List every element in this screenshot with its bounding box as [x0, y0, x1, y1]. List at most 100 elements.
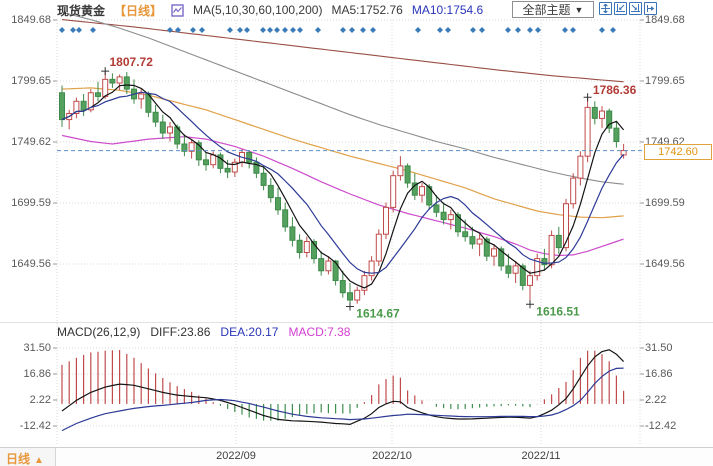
candle-body — [181, 143, 188, 152]
candle-body — [339, 280, 346, 294]
macd-axis-label: 16.86 — [23, 368, 51, 380]
candle-body — [570, 177, 577, 205]
x-axis-label-nov: 2022/11 — [521, 450, 561, 462]
scale-axis-right-icon[interactable] — [629, 2, 642, 15]
low-price-annotation: 1616.51 — [536, 304, 580, 318]
time-axis-track[interactable] — [56, 448, 713, 466]
period-selector[interactable]: 日线 ▲ — [6, 450, 44, 466]
candle-body — [253, 161, 260, 174]
price-axis-label: 1849.68 — [645, 14, 685, 26]
candle-body — [505, 265, 512, 274]
candle-body — [296, 239, 303, 253]
candle-body — [555, 234, 562, 249]
candle-body — [289, 226, 296, 241]
candle-body — [188, 142, 195, 152]
candle-body — [275, 197, 281, 211]
extreme-cross-marker — [583, 93, 592, 102]
candle-body — [397, 165, 404, 177]
event-marker-icon — [237, 27, 243, 33]
chart-header: 现货黄金 【日线】 MA(5,10,30,60,100,200) MA5:175… — [57, 2, 483, 18]
candle-body — [548, 234, 555, 266]
candle-body — [325, 260, 332, 272]
candle-body — [354, 289, 361, 301]
candle-body — [347, 292, 353, 301]
ma10-line — [61, 91, 625, 274]
current-price-tag: 1742.60 — [644, 144, 712, 160]
dea-value-label: DEA:20.17 — [220, 325, 279, 339]
macd-axis-label: 31.50 — [645, 342, 673, 354]
candle-body — [491, 248, 497, 257]
theme-dropdown[interactable]: 全部主题 ▼ — [512, 1, 594, 18]
candle-body — [613, 127, 620, 143]
event-marker-icon — [445, 27, 451, 33]
ma200-line — [61, 19, 624, 83]
event-marker-icon — [360, 27, 366, 33]
candle-body — [59, 92, 65, 121]
kline-chart-icon[interactable] — [171, 3, 184, 17]
chevron-down-icon: ▼ — [574, 4, 584, 15]
candle-body — [123, 76, 130, 90]
candle-body — [383, 206, 389, 235]
event-marker-icon — [274, 27, 280, 33]
candle-body — [469, 236, 476, 245]
candle-body — [167, 126, 173, 134]
triangle-up-icon: ▲ — [34, 455, 44, 466]
candle-body — [620, 150, 627, 156]
ma10-value-label: MA10:1754.6 — [411, 3, 484, 17]
event-marker-icon — [415, 27, 421, 33]
macd-axis-label: 16.86 — [645, 368, 673, 380]
low-price-annotation: 1614.67 — [356, 307, 400, 321]
candle-body — [584, 106, 591, 157]
ma60-line — [61, 87, 624, 219]
candle-body — [419, 186, 425, 196]
event-marker-icon — [599, 27, 605, 33]
bottom-bar-divider — [55, 448, 56, 466]
event-marker-icon — [349, 27, 355, 33]
event-marker-icon — [260, 27, 266, 33]
event-marker-icon — [199, 27, 205, 33]
candle-body — [116, 76, 123, 84]
x-axis-label-sep: 2022/09 — [216, 450, 256, 462]
candle-body — [267, 184, 274, 199]
price-axis-label: 1699.59 — [11, 197, 51, 209]
candle-body — [224, 167, 231, 173]
ma100-line — [61, 11, 624, 185]
candle-body — [411, 182, 418, 196]
event-marker-icon — [175, 27, 181, 33]
theme-dropdown-label: 全部主题 — [522, 3, 571, 17]
candle-body — [519, 265, 526, 286]
macd-value-label: MACD:7.38 — [288, 325, 351, 339]
macd-axis-label: -12.42 — [19, 420, 51, 432]
candle-body — [368, 260, 375, 277]
pan-right-icon[interactable] — [644, 2, 657, 15]
diff-value-label: DIFF:23.86 — [150, 325, 211, 339]
crosshair-move-icon[interactable] — [599, 2, 612, 15]
event-marker-icon — [437, 27, 443, 33]
candle-body — [433, 204, 440, 213]
candle-body — [512, 265, 519, 274]
chart-toolbar — [599, 2, 657, 15]
scale-axis-left-icon[interactable] — [614, 2, 627, 15]
price-axis-label: 1799.65 — [645, 75, 685, 87]
candle-body — [591, 106, 598, 119]
macd-axis-label: -12.42 — [645, 420, 677, 432]
candle-body — [80, 100, 87, 111]
event-marker-icon — [479, 27, 485, 33]
ma30-line — [61, 134, 624, 257]
candle-body — [260, 172, 267, 186]
candle-body — [541, 258, 548, 266]
candle-body — [87, 92, 94, 111]
candle-body — [203, 159, 209, 166]
candle-body — [109, 78, 116, 84]
event-marker-icon — [527, 27, 533, 33]
high-price-annotation: 1786.36 — [593, 83, 637, 97]
extreme-cross-marker — [526, 300, 534, 309]
diff-line — [61, 349, 625, 426]
candle-body — [217, 154, 224, 169]
price-axis-label: 1849.68 — [11, 14, 51, 26]
candle-body — [195, 142, 202, 161]
event-marker-icon — [297, 27, 303, 33]
candle-body — [534, 258, 541, 277]
ma5-line — [61, 84, 625, 289]
